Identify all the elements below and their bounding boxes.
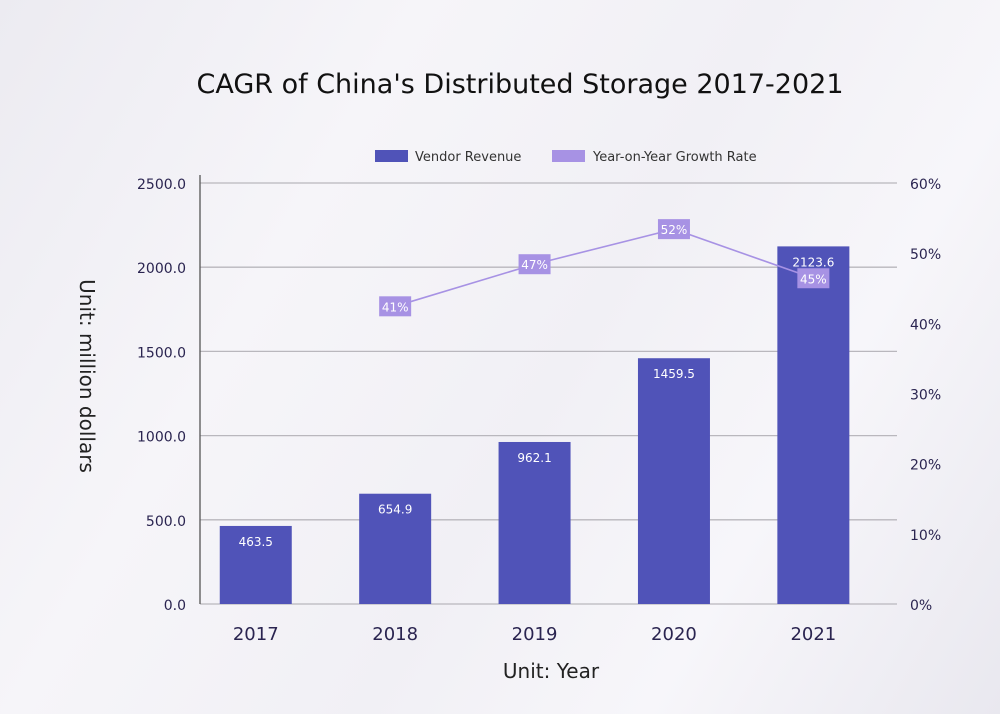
legend-label-revenue: Vendor Revenue <box>415 150 521 165</box>
y2-tick-label: 10% <box>910 528 941 544</box>
legend-swatch-revenue <box>375 150 408 162</box>
y2-tick-label: 60% <box>910 177 941 193</box>
y-tick-label: 2000.0 <box>137 261 186 277</box>
x-tick-label: 2018 <box>372 624 418 645</box>
legend: Vendor Revenue Year-on-Year Growth Rate <box>375 150 757 165</box>
bar-value-label: 654.9 <box>378 503 412 517</box>
y-tick-label: 1500.0 <box>137 345 186 361</box>
y2-tick-label: 0% <box>910 598 932 614</box>
growth-value-label: 52% <box>661 223 688 237</box>
bar <box>637 358 710 604</box>
x-tick-label: 2017 <box>233 624 279 645</box>
legend-label-growth: Year-on-Year Growth Rate <box>592 150 757 165</box>
chart-title: CAGR of China's Distributed Storage 2017… <box>196 69 843 100</box>
y-tick-label: 1000.0 <box>137 430 186 446</box>
growth-point-marker <box>379 296 412 317</box>
bar <box>777 246 850 605</box>
growth-value-label: 47% <box>521 258 548 272</box>
x-axis-label: Unit: Year <box>503 659 600 683</box>
growth-line <box>394 228 814 308</box>
growth-value-label: 45% <box>800 272 827 286</box>
y-tick-label: 500.0 <box>146 514 186 530</box>
y2-tick-label: 50% <box>910 247 941 263</box>
x-tick-label: 2021 <box>790 624 836 645</box>
bar <box>498 441 571 604</box>
growth-point-marker <box>518 254 551 275</box>
y2-tick-label: 40% <box>910 317 941 333</box>
growth-point-marker <box>657 219 690 240</box>
x-tick-label: 2019 <box>512 624 558 645</box>
bar-value-label: 1459.5 <box>653 367 695 381</box>
legend-swatch-growth <box>552 150 585 162</box>
y2-tick-label: 30% <box>910 388 941 404</box>
bar-value-label: 463.5 <box>239 535 273 549</box>
growth-point-marker <box>797 268 830 289</box>
y-tick-label: 0.0 <box>164 598 186 614</box>
bar <box>359 493 432 604</box>
growth-value-label: 41% <box>382 300 409 314</box>
bar-value-label: 962.1 <box>517 451 551 465</box>
y2-tick-label: 20% <box>910 458 941 474</box>
x-tick-label: 2020 <box>651 624 697 645</box>
bar-value-label: 2123.6 <box>792 255 834 269</box>
bar <box>219 525 292 604</box>
y-tick-label: 2500.0 <box>137 177 186 193</box>
y-axis-label: Unit: million dollars <box>75 279 99 473</box>
